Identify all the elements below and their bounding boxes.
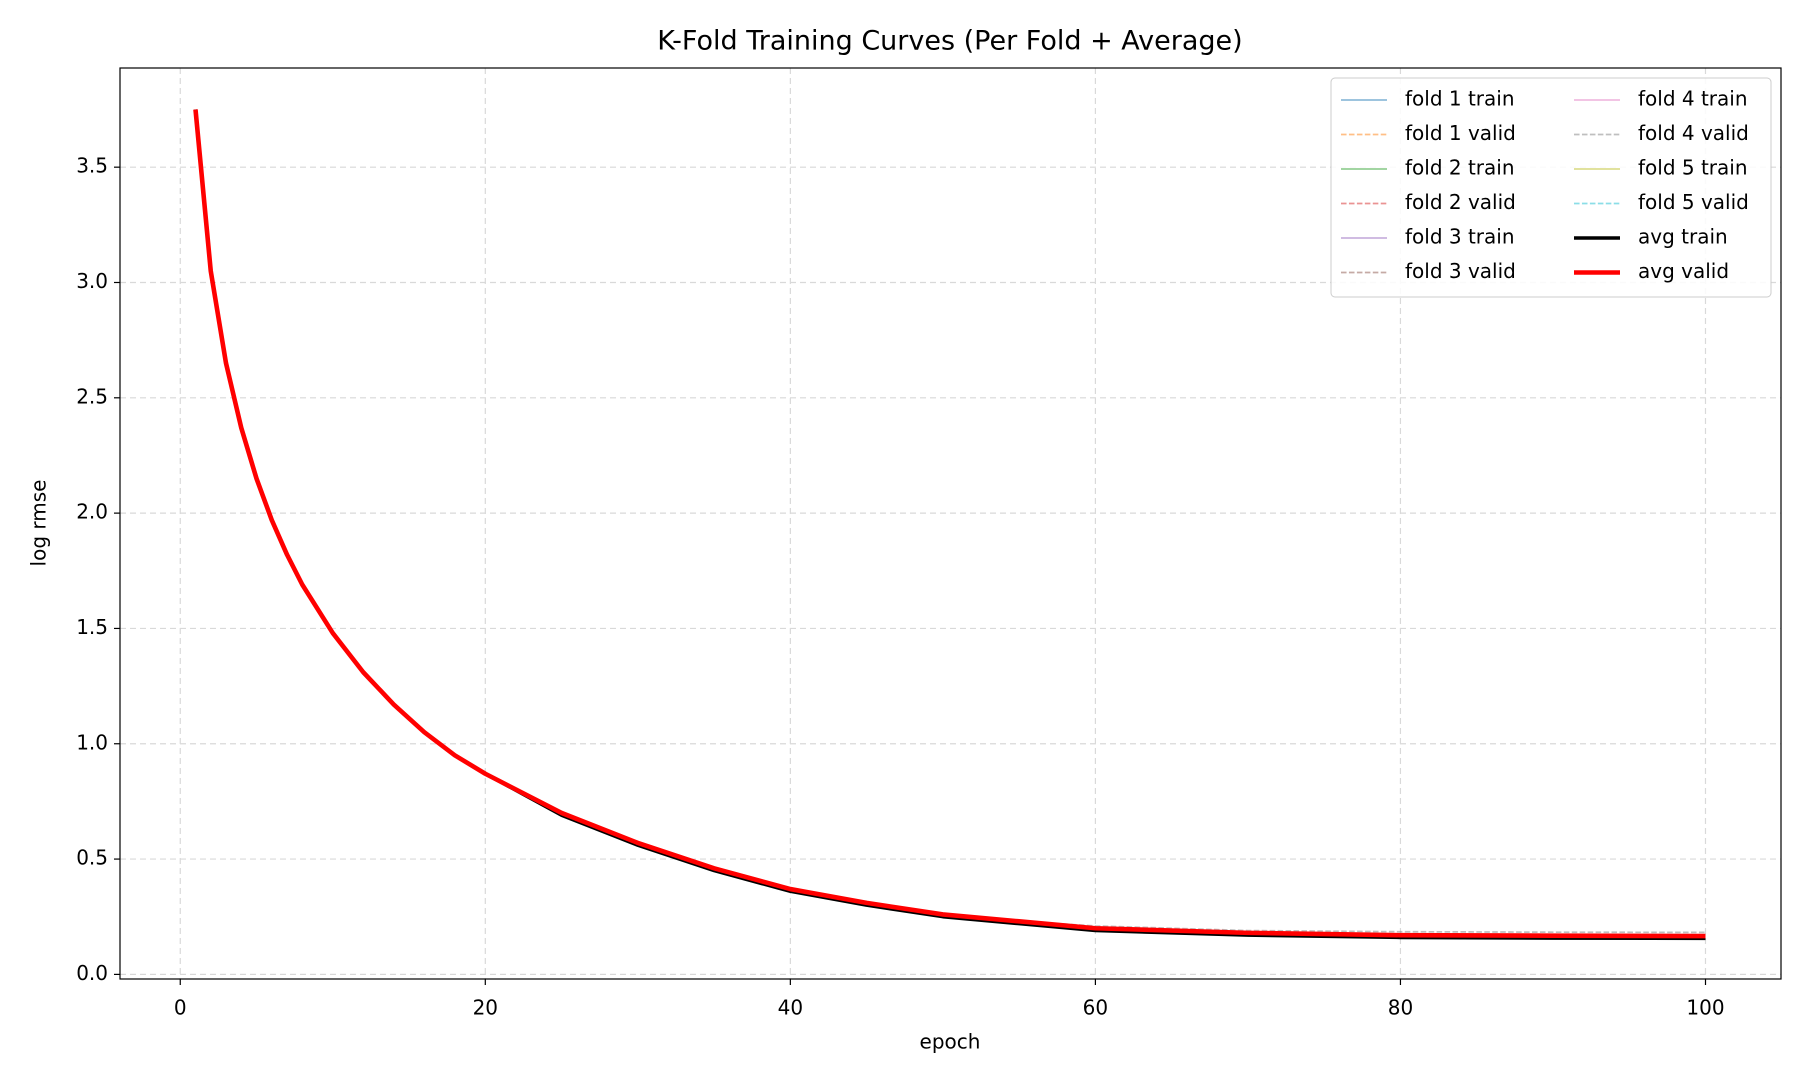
series-line <box>193 109 1706 939</box>
legend-label: fold 5 valid <box>1638 190 1749 214</box>
legend-label: fold 2 train <box>1405 156 1515 180</box>
legend-label: fold 4 valid <box>1638 121 1749 145</box>
y-tick-label: 2.5 <box>76 384 108 408</box>
x-axis-label: epoch <box>920 1030 981 1054</box>
y-tick-label: 1.0 <box>76 730 108 754</box>
legend-label: fold 3 valid <box>1405 259 1516 283</box>
x-tick-label: 0 <box>174 996 187 1020</box>
legend-label: fold 4 train <box>1638 87 1748 111</box>
legend: fold 1 train fold 1 valid fold 2 train fold… <box>1330 77 1772 298</box>
grid <box>120 68 1781 979</box>
chart-title: K-Fold Training Curves (Per Fold + Avera… <box>657 26 1242 57</box>
y-tick-label: 0.0 <box>76 961 108 985</box>
legend-label: avg train <box>1638 225 1728 249</box>
y-tick-label: 2.0 <box>76 500 108 524</box>
lines <box>193 109 1706 941</box>
x-tick-label: 40 <box>778 996 803 1020</box>
legend-label: fold 1 valid <box>1405 121 1516 145</box>
x-tick-label: 20 <box>473 996 498 1020</box>
y-tick-label: 3.5 <box>76 154 108 178</box>
x-tick-label: 80 <box>1388 996 1413 1020</box>
legend-label: fold 2 valid <box>1405 190 1516 214</box>
y-tick-label: 1.5 <box>76 615 108 639</box>
x-tick-label: 100 <box>1686 996 1724 1020</box>
legend-label: avg valid <box>1638 259 1729 283</box>
x-tick-label: 60 <box>1083 996 1108 1020</box>
legend-label: fold 3 train <box>1405 225 1515 249</box>
legend-label: fold 1 train <box>1405 87 1515 111</box>
y-tick-label: 3.0 <box>76 269 108 293</box>
plot-frame <box>119 67 1782 980</box>
legend-label: fold 5 train <box>1638 156 1748 180</box>
legend-box <box>1330 77 1772 298</box>
y-axis-label: log rmse <box>27 480 51 567</box>
y-tick-label: 0.5 <box>76 846 108 870</box>
